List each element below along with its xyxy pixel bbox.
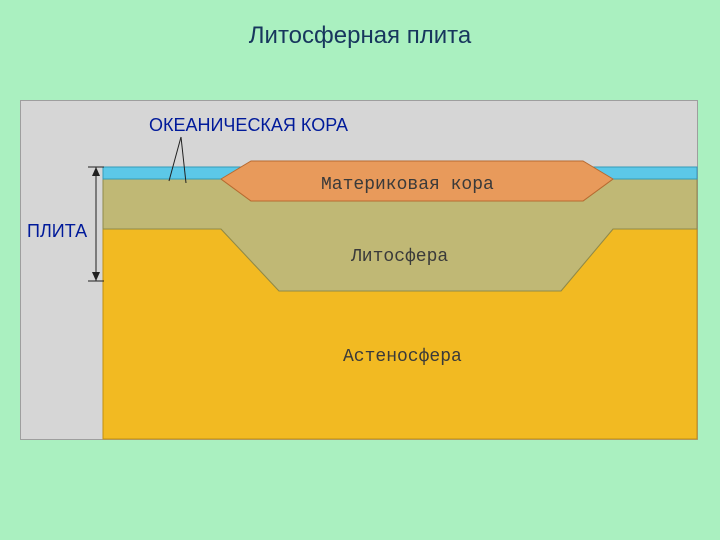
- lithosphere-label: Литосфера: [350, 247, 448, 267]
- page: Литосферная плита ОКЕАНИЧЕСКАЯ КОРА ПЛИТА…: [0, 0, 720, 540]
- diagram-svg: ОКЕАНИЧЕСКАЯ КОРА ПЛИТА Материковая кора Ли…: [21, 101, 699, 441]
- page-title: Литосферная плита: [0, 22, 720, 50]
- asthenosphere-label: Астеносфера: [343, 347, 462, 367]
- bracket-top-arrow: [92, 167, 100, 176]
- continental-crust-label: Материковая кора: [321, 175, 494, 195]
- diagram-frame: ОКЕАНИЧЕСКАЯ КОРА ПЛИТА Материковая кора Ли…: [20, 100, 698, 440]
- bracket-bottom-arrow: [92, 272, 100, 281]
- oceanic-crust-label: ОКЕАНИЧЕСКАЯ КОРА: [149, 115, 348, 135]
- plate-side-label: ПЛИТА: [27, 221, 87, 241]
